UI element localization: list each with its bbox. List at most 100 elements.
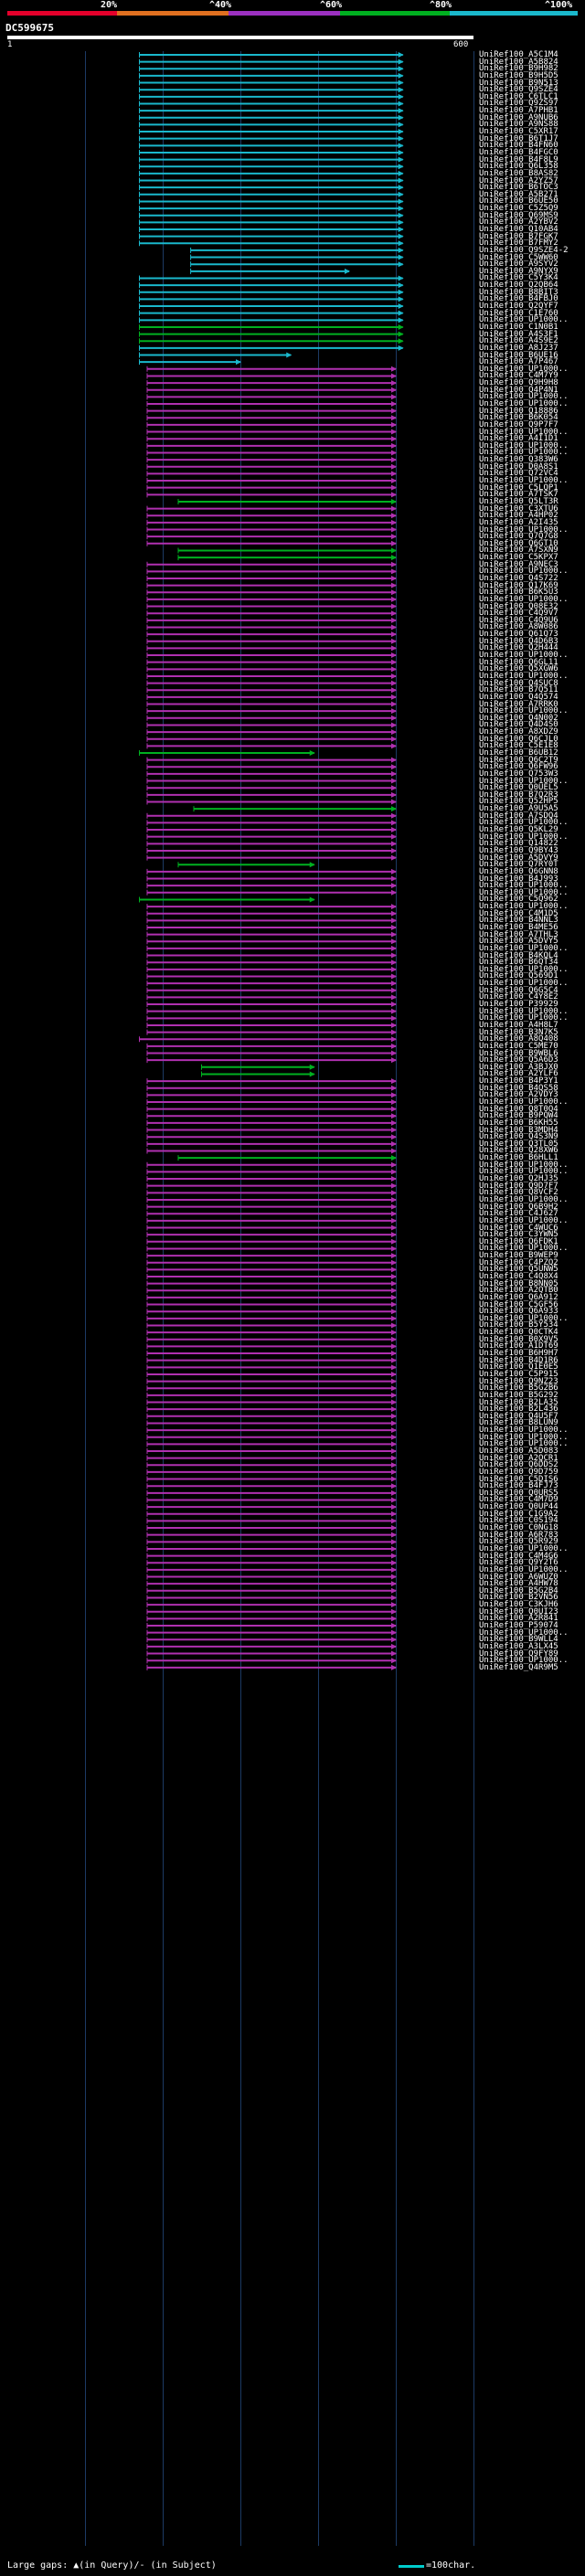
hit-label[interactable]: UniRef100_B9H5D5 [479,70,558,80]
hit-label[interactable]: UniRef100_UP1000.. [479,427,569,437]
hit-label[interactable]: UniRef100_UP1000.. [479,1244,569,1254]
hit-label[interactable]: UniRef100_UP1000.. [479,315,569,325]
hit-label[interactable]: UniRef100_B6KH55 [479,1118,558,1128]
hit-label[interactable]: UniRef100_UP1000.. [479,567,569,577]
hit-label[interactable]: UniRef100_C6TLC1 [479,91,558,101]
hit-label[interactable]: UniRef100_B5Y534 [479,1320,558,1330]
hit-label[interactable]: UniRef100_B5G2B6 [479,1383,558,1394]
hit-label[interactable]: UniRef100_Q383W6 [479,455,558,465]
hit-label[interactable]: UniRef100_B4FJ73 [479,1481,558,1491]
hit-label[interactable]: UniRef100_A5DVY9 [479,853,558,863]
hit-label[interactable]: UniRef100_B2L436 [479,1405,558,1415]
hit-label[interactable]: UniRef100_UP1000.. [479,979,569,989]
hit-label[interactable]: UniRef100_B4FGC0 [479,147,558,157]
hit-label[interactable]: UniRef100_A9SYV2 [479,260,558,270]
hit-label[interactable]: UniRef100_B2LA35 [479,1397,558,1407]
hit-label[interactable]: UniRef100_A2YLF6 [479,1069,558,1079]
hit-label[interactable]: UniRef100_D0A8S1 [479,461,558,472]
hit-label[interactable]: UniRef100_A7TSK7 [479,490,558,500]
hit-label[interactable]: UniRef100_A2VDY3 [479,1090,558,1100]
hit-label[interactable]: UniRef100_Q0UEL5 [479,783,558,793]
hit-label[interactable]: UniRef100_B9PQW4 [479,1111,558,1121]
hit-label[interactable]: UniRef100_B6K5U3 [479,588,558,598]
hit-label[interactable]: UniRef100_UP1000.. [479,392,569,402]
hit-label[interactable]: UniRef100_C5E1E8 [479,741,558,751]
hit-label[interactable]: UniRef100_UP1000.. [479,1543,569,1553]
hit-label[interactable]: UniRef100_Q3TL05 [479,1139,558,1149]
hit-label[interactable]: UniRef100_B9WEP9 [479,1251,558,1261]
hit-label[interactable]: UniRef100_C4M4G6 [479,1551,558,1561]
hit-label[interactable]: UniRef100_A9NYX9 [479,266,558,276]
hit-label[interactable]: UniRef100_B6UE16 [479,350,558,360]
hit-label[interactable]: UniRef100_A4I1D1 [479,434,558,444]
hit-label[interactable]: UniRef100_UP1000.. [479,706,569,716]
hit-label[interactable]: UniRef100_Q6A912 [479,1292,558,1302]
hit-label[interactable]: UniRef100_C4J627 [479,1209,558,1219]
hit-label[interactable]: UniRef100_Q72VC4 [479,469,558,479]
hit-label[interactable]: UniRef100_Q4S3N9 [479,1132,558,1142]
hit-label[interactable]: UniRef100_Q18886 [479,406,558,416]
hit-label[interactable]: UniRef100_C1G9A2 [479,1509,558,1519]
hit-label[interactable]: UniRef100_Q6GT10 [479,538,558,548]
hit-label[interactable]: UniRef100_C4PZQ2 [479,1257,558,1267]
hit-label[interactable]: UniRef100_B4NNL3 [479,916,558,926]
hit-label[interactable]: UniRef100_Q0UI23 [479,1606,558,1617]
hit-label[interactable]: UniRef100_C4Q8X4 [479,1272,558,1281]
hit-label[interactable]: UniRef100_C5Q962 [479,895,558,905]
hit-label[interactable]: UniRef100_UP1000.. [479,1013,569,1023]
hit-label[interactable]: UniRef100_C5LQP1 [479,482,558,493]
hit-label[interactable]: UniRef100_C5Y3K4 [479,273,558,283]
hit-label[interactable]: UniRef100_C0NG18 [479,1523,558,1533]
hit-label[interactable]: UniRef100_UP1000.. [479,832,569,842]
hit-label[interactable]: UniRef100_C5KPX7 [479,553,558,563]
hit-label[interactable]: UniRef100_Q08E32 [479,601,558,611]
hit-label[interactable]: UniRef100_UP1000.. [479,525,569,535]
hit-label[interactable]: UniRef100_Q4S722 [479,574,558,583]
hit-label[interactable]: UniRef100_Q5LT3R [479,496,558,506]
hit-label[interactable]: UniRef100_UP1000.. [479,671,569,681]
hit-label[interactable]: UniRef100_B6T1J7 [479,133,558,143]
hit-label[interactable]: UniRef100_B6K054 [479,413,558,423]
hit-label[interactable]: UniRef100_Q6A933 [479,1307,558,1317]
hit-label[interactable]: UniRef100_Q2HJ35 [479,1174,558,1184]
hit-label[interactable]: UniRef100_Q1E0E5 [479,1362,558,1373]
hit-label[interactable]: UniRef100_Q28XW6 [479,1146,558,1156]
hit-label[interactable]: UniRef100_UP1000.. [479,902,569,912]
hit-label[interactable]: UniRef100_UP1000.. [479,651,569,661]
hit-label[interactable]: UniRef100_B7Q2R3 [479,790,558,800]
hit-label[interactable]: UniRef100_A2I435 [479,517,558,527]
hit-label[interactable]: UniRef100_Q14822 [479,839,558,849]
hit-label[interactable]: UniRef100_Q6DDS2 [479,1460,558,1470]
hit-label[interactable]: UniRef100_UP1000.. [479,776,569,786]
hit-label[interactable]: UniRef100_UP1000.. [479,1432,569,1442]
hit-label[interactable]: UniRef100_Q6FDK1 [479,1236,558,1246]
hit-label[interactable]: UniRef100_C4Y8E2 [479,992,558,1002]
hit-label[interactable]: UniRef100_A9NEC3 [479,559,558,569]
hit-label[interactable]: UniRef100_Q5R929 [479,1537,558,1547]
hit-label[interactable]: UniRef100_UP1000.. [479,964,569,974]
hit-label[interactable]: UniRef100_C3KJH6 [479,1600,558,1610]
hit-label[interactable]: UniRef100_B8AS82 [479,168,558,178]
hit-label[interactable]: UniRef100_Q6L358 [479,162,558,172]
hit-label[interactable]: UniRef100_C1E760 [479,308,558,318]
hit-label[interactable]: UniRef100_A9NS88 [479,120,558,130]
hit-label[interactable]: UniRef100_B6QT34 [479,958,558,968]
hit-label[interactable]: UniRef100_B5G2B4 [479,1585,558,1595]
hit-label[interactable]: UniRef100_Q8VCF2 [479,1188,558,1198]
hit-label[interactable]: UniRef100_A5B271 [479,189,558,199]
hit-label[interactable]: UniRef100_A7RRK0 [479,699,558,709]
hit-label[interactable]: UniRef100_A5C1M4 [479,50,558,59]
hit-label[interactable]: UniRef100_B6UB12 [479,748,558,758]
hit-label[interactable]: UniRef100_A5DVY5 [479,937,558,947]
hit-label[interactable]: UniRef100_A7PHB1 [479,106,558,116]
hit-label[interactable]: UniRef100_Q4R9M5 [479,1662,558,1672]
hit-label[interactable]: UniRef100_Q5UNW5 [479,1265,558,1275]
hit-label[interactable]: UniRef100_Q9FY89 [479,1648,558,1659]
hit-label[interactable]: UniRef100_Q69MS9 [479,210,558,220]
hit-label[interactable]: UniRef100_Q9SZE4 [479,85,558,95]
hit-label[interactable]: UniRef100_A7SDQ4 [479,811,558,821]
hit-label[interactable]: UniRef100_C4Q9U6 [479,615,558,625]
hit-label[interactable]: UniRef100_A3LX45 [479,1641,558,1651]
hit-label[interactable]: UniRef100_UP1000.. [479,1006,569,1016]
hit-label[interactable]: UniRef100_B6H9H7 [479,1349,558,1359]
